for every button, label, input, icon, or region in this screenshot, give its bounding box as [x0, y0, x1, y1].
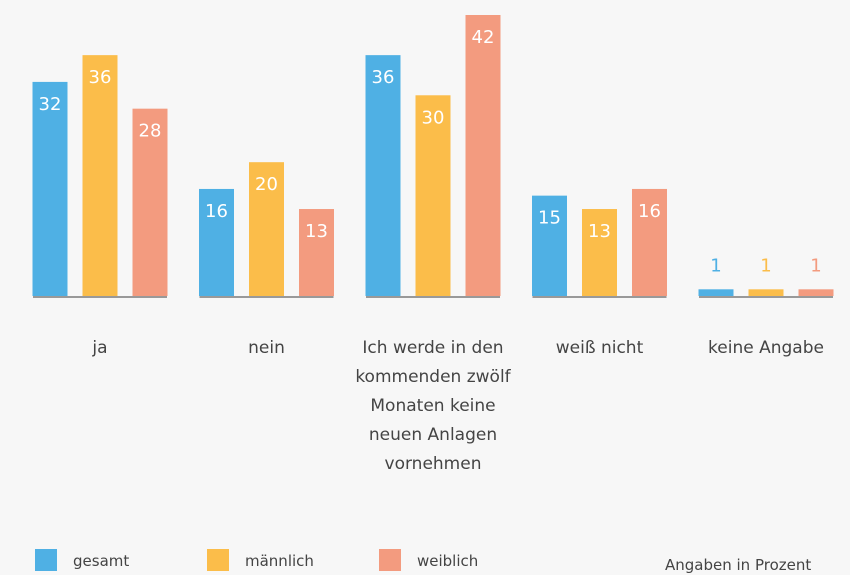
note: Angaben in Prozent — [665, 556, 812, 574]
bar — [415, 95, 451, 297]
bar — [199, 188, 234, 296]
bar — [299, 209, 334, 296]
value-label: 16 — [205, 201, 228, 222]
legend-label: gesamt — [73, 552, 129, 570]
legend-swatch — [35, 549, 57, 571]
bar — [798, 289, 834, 296]
bar — [32, 81, 68, 297]
value-label: 1 — [760, 255, 771, 276]
bar — [82, 55, 118, 297]
bar — [249, 162, 284, 296]
bar — [365, 55, 401, 297]
value-label: 36 — [89, 67, 112, 88]
x-tick-label: ja — [92, 338, 108, 358]
value-label: 28 — [139, 121, 162, 142]
value-label: 1 — [810, 255, 821, 276]
value-label: 15 — [538, 208, 561, 229]
value-label: 13 — [588, 221, 611, 242]
x-tick-label: Ich werde in den kommenden zwölf Monaten… — [355, 338, 511, 474]
legend-swatch — [207, 549, 229, 571]
x-tick-label: weiß nicht — [555, 338, 644, 358]
bar — [632, 188, 667, 296]
bar — [582, 209, 617, 296]
bar — [132, 108, 168, 297]
value-label: 1 — [710, 255, 721, 276]
value-label: 13 — [305, 221, 328, 242]
legend-label: weiblich — [417, 552, 478, 570]
value-label: 36 — [372, 67, 395, 88]
bar — [532, 195, 567, 296]
legend-swatch — [379, 549, 401, 571]
value-label: 42 — [472, 27, 495, 48]
value-label: 20 — [255, 174, 278, 195]
bar — [698, 289, 734, 296]
value-label: 16 — [638, 201, 661, 222]
x-tick-label: keine Angabe — [708, 338, 824, 358]
value-label: 30 — [422, 107, 445, 128]
value-label: 32 — [39, 94, 62, 115]
x-tick-label: nein — [248, 338, 285, 358]
bar — [465, 15, 501, 296]
bar — [748, 289, 784, 296]
legend-label: männlich — [245, 552, 314, 570]
